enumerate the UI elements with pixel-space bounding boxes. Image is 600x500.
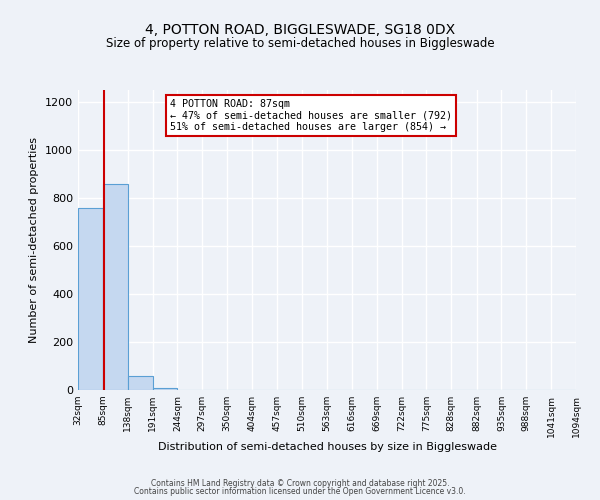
Bar: [103, 184, 128, 390]
Text: 4 POTTON ROAD: 87sqm
← 47% of semi-detached houses are smaller (792)
51% of semi: 4 POTTON ROAD: 87sqm ← 47% of semi-detac…: [170, 99, 452, 132]
Bar: [128, 376, 152, 390]
Bar: [152, 388, 178, 390]
Text: 4, POTTON ROAD, BIGGLESWADE, SG18 0DX: 4, POTTON ROAD, BIGGLESWADE, SG18 0DX: [145, 22, 455, 36]
Text: Contains public sector information licensed under the Open Government Licence v3: Contains public sector information licen…: [134, 487, 466, 496]
Text: Contains HM Land Registry data © Crown copyright and database right 2025.: Contains HM Land Registry data © Crown c…: [151, 478, 449, 488]
Y-axis label: Number of semi-detached properties: Number of semi-detached properties: [29, 137, 40, 343]
Text: Size of property relative to semi-detached houses in Biggleswade: Size of property relative to semi-detach…: [106, 38, 494, 51]
Bar: [78, 208, 103, 390]
X-axis label: Distribution of semi-detached houses by size in Biggleswade: Distribution of semi-detached houses by …: [157, 442, 497, 452]
